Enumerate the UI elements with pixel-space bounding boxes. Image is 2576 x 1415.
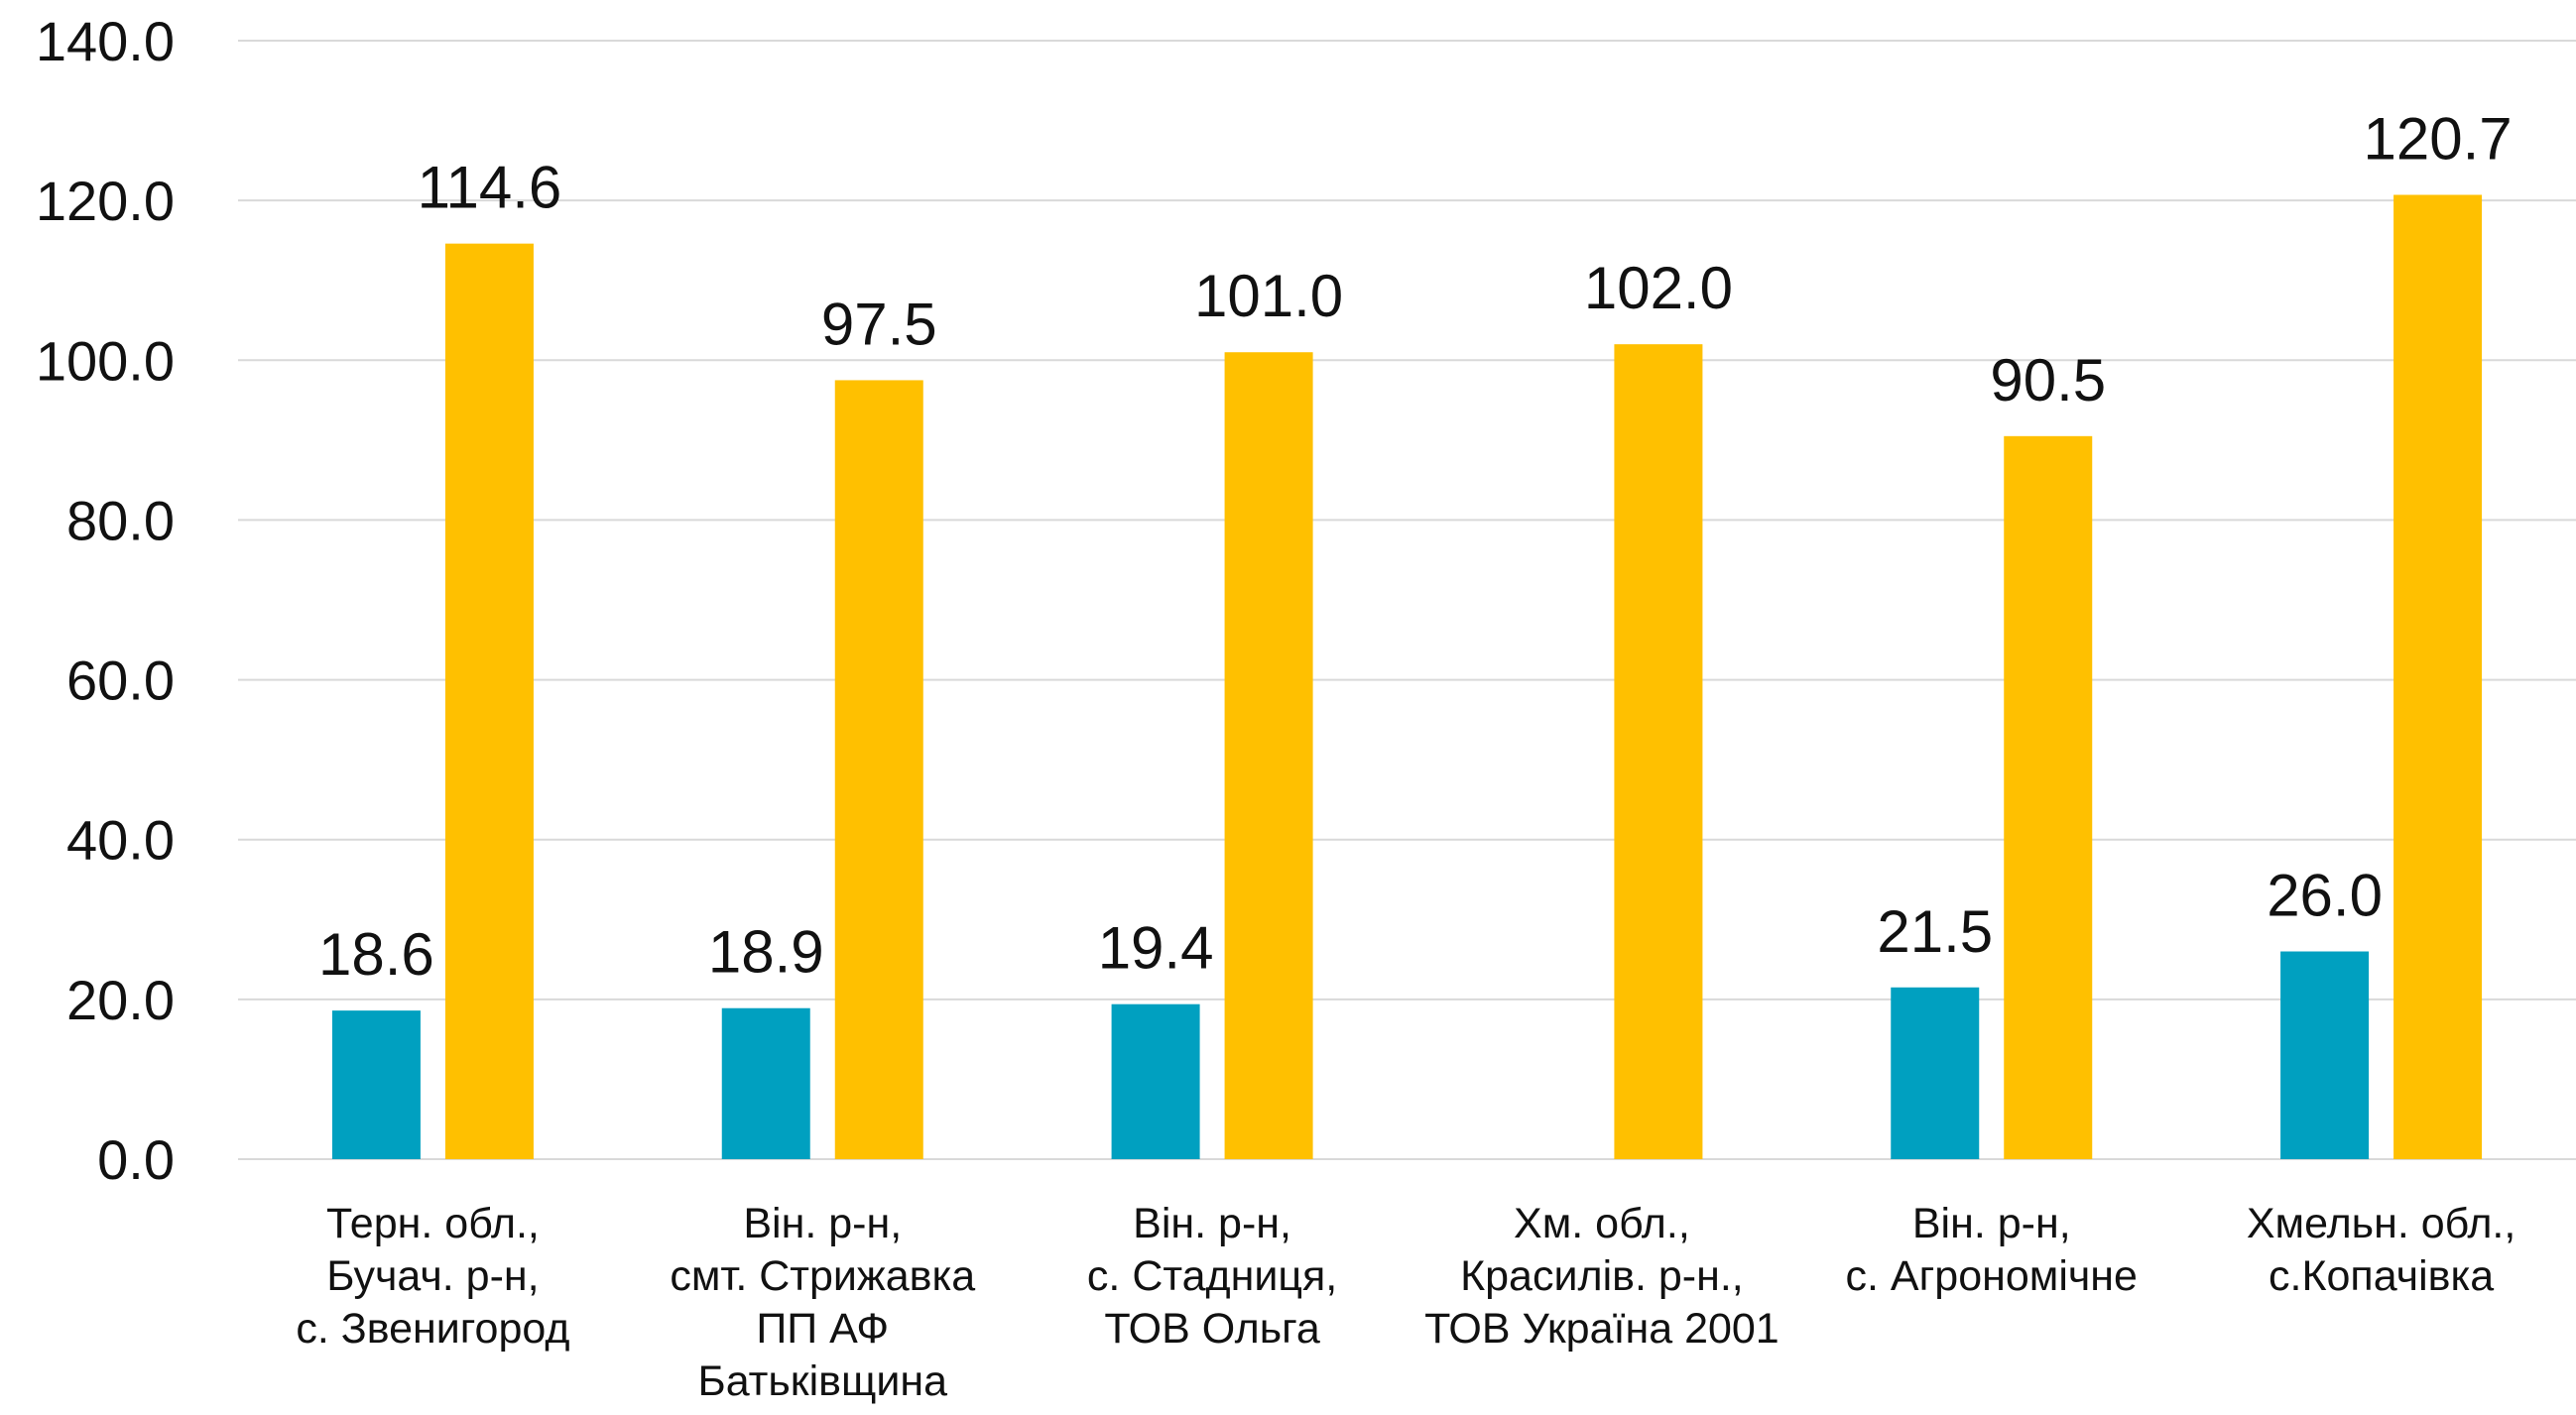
bar xyxy=(1614,344,1703,1160)
x-tick-label: Він. р-н, с. Стадниця, ТОВ Ольга xyxy=(1087,1200,1337,1353)
bar xyxy=(331,1010,421,1159)
bar xyxy=(2004,435,2093,1159)
data-label: 18.6 xyxy=(318,921,434,988)
data-label: 19.4 xyxy=(1098,915,1214,982)
x-tick-label: Хм. обл., Красилів. р-н., ТОВ Україна 2001 xyxy=(1424,1200,1779,1353)
data-label: 97.5 xyxy=(821,291,937,357)
data-label: 101.0 xyxy=(1194,263,1343,329)
bar xyxy=(2393,194,2483,1159)
bar xyxy=(2280,951,2370,1159)
y-tick-label: 20.0 xyxy=(66,969,175,1031)
data-label: 120.7 xyxy=(2364,106,2513,173)
data-label: 114.6 xyxy=(418,155,562,221)
bar xyxy=(1111,1003,1200,1159)
y-tick-label: 120.0 xyxy=(36,170,175,232)
x-tick-label: Він. р-н, смт. Стрижавка ПП АФ Батьківщина xyxy=(670,1200,975,1405)
y-tick-label: 80.0 xyxy=(66,489,175,551)
data-label: 21.5 xyxy=(1877,898,1993,965)
bar xyxy=(834,380,923,1159)
y-tick-label: 40.0 xyxy=(66,809,175,872)
x-tick-label: Терн. обл., Бучач. р-н, с. Звенигород xyxy=(296,1200,569,1353)
bar xyxy=(1891,987,1980,1159)
data-label: 90.5 xyxy=(1990,347,2106,413)
x-tick-label: Він. р-н, с. Агрономічне xyxy=(1846,1200,2138,1300)
data-label: 26.0 xyxy=(2267,863,2383,929)
y-tick-label: 0.0 xyxy=(97,1128,175,1191)
data-label: 18.9 xyxy=(708,919,824,986)
bar xyxy=(1224,352,1313,1159)
bar xyxy=(444,243,534,1159)
y-tick-label: 100.0 xyxy=(36,329,175,392)
x-tick-label: Хмельн. обл., с.Копачівка xyxy=(2247,1200,2515,1300)
y-tick-label: 140.0 xyxy=(36,10,175,72)
bar xyxy=(721,1007,810,1159)
data-label: 102.0 xyxy=(1584,255,1733,321)
y-tick-label: 60.0 xyxy=(66,649,175,712)
